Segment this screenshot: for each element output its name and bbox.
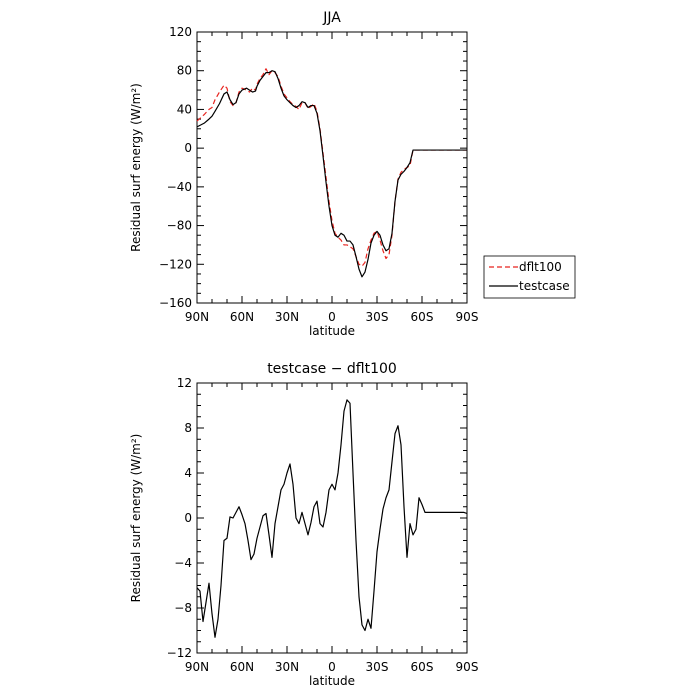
y-tick-label: 120: [169, 25, 192, 39]
x-axis-label: latitude: [309, 324, 355, 338]
x-tick-label: 30N: [275, 310, 299, 324]
y-tick-label: 12: [177, 376, 192, 390]
plot-frame: [196, 382, 468, 654]
x-axis-label: latitude: [309, 674, 355, 688]
x-tick-label: 60N: [230, 660, 254, 674]
chart-panel-1: 90N 60N 30N 0 30S 60S 90S 120 80 40 0 −40 −80 −120 −16…: [129, 10, 576, 338]
y-tick-label: −160: [159, 296, 192, 310]
x-tick-label: 30S: [366, 310, 389, 324]
chart-title: testcase − dflt100: [267, 361, 397, 377]
y-tick-label: 4: [184, 466, 192, 480]
y-tick-label: 0: [184, 511, 192, 525]
plot-frame: [196, 31, 468, 304]
y-axis-label: Residual surf energy (W/m²): [129, 434, 143, 603]
x-tick-label: 0: [328, 660, 336, 674]
chart-title: JJA: [322, 10, 341, 26]
series-line-2: [196, 70, 467, 278]
series-line-1: [196, 399, 468, 638]
y-axis-label: Residual surf energy (W/m²): [129, 83, 143, 252]
y-tick-label: 8: [184, 421, 192, 435]
chart-panel-2: 90N 60N 30N 0 30S 60S 90S 12 8 4 0 −4 −8 −12 testcase …: [129, 361, 478, 688]
y-tick-label: −8: [174, 601, 192, 615]
x-tick-label: 60S: [411, 660, 434, 674]
x-tick-label: 60S: [411, 310, 434, 324]
x-tick-label: 90S: [456, 660, 479, 674]
y-tick-label: −120: [159, 257, 192, 271]
x-tick-label: 0: [328, 310, 336, 324]
x-tick-label: 30N: [275, 660, 299, 674]
legend: dflt100 testcase: [483, 255, 576, 299]
y-tick-label: −4: [174, 556, 192, 570]
y-tick-label: 80: [177, 64, 192, 78]
y-tick-label: 40: [177, 102, 192, 116]
legend-label: testcase: [519, 279, 570, 293]
x-tick-label: 90N: [185, 310, 209, 324]
legend-label: dflt100: [519, 260, 562, 274]
y-tick-label: −80: [167, 219, 192, 233]
y-tick-label: −12: [167, 646, 192, 660]
x-tick-label: 60N: [230, 310, 254, 324]
x-tick-label: 90N: [185, 660, 209, 674]
x-tick-label: 90S: [456, 310, 479, 324]
y-tick-label: 0: [184, 141, 192, 155]
y-tick-label: −40: [167, 180, 192, 194]
x-tick-label: 30S: [366, 660, 389, 674]
legend-box: [483, 255, 576, 299]
